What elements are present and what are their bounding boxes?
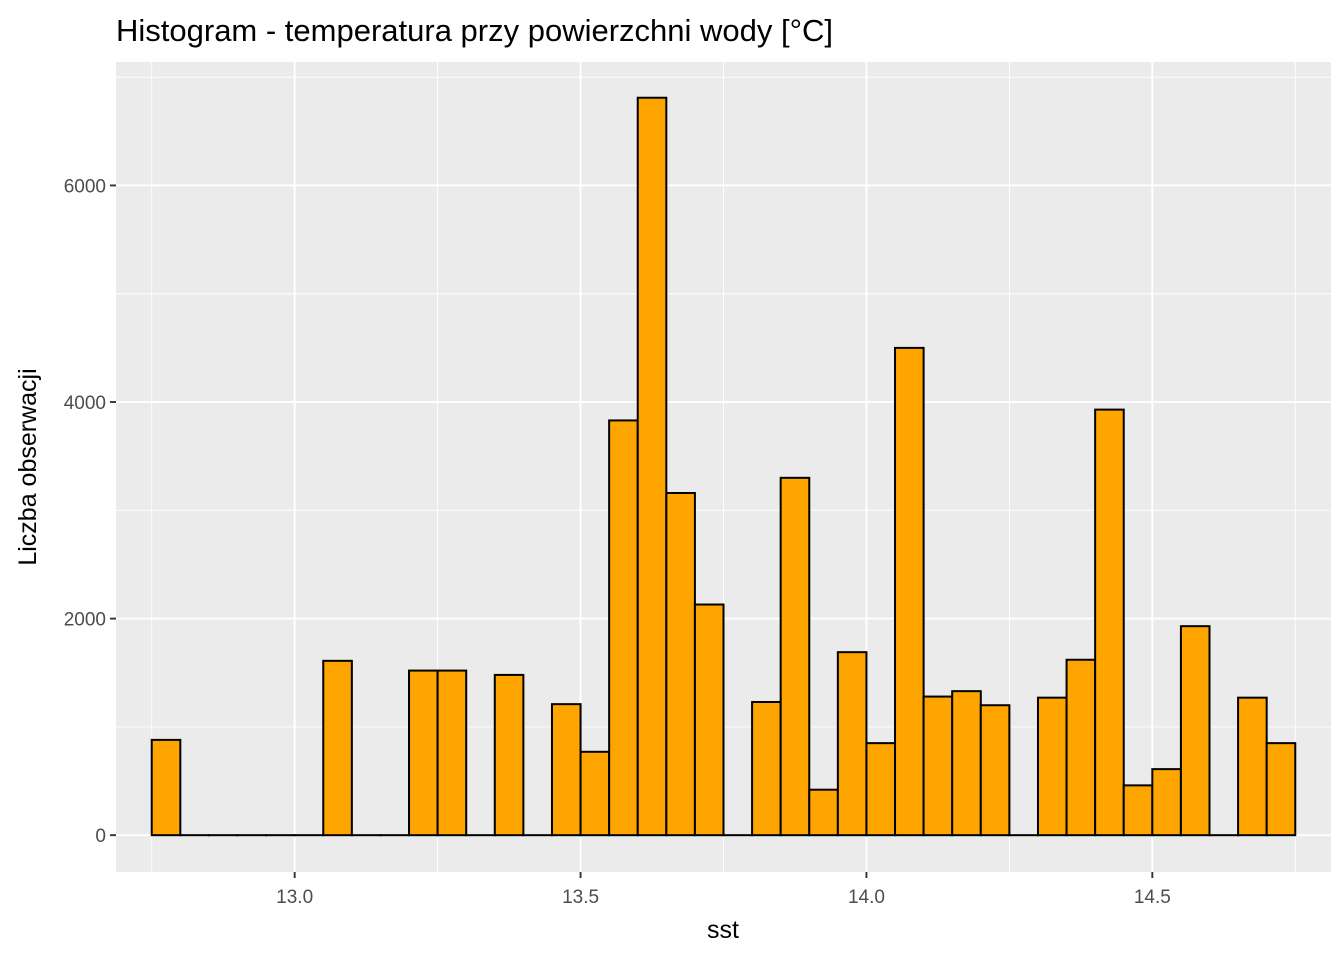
y-tick-label: 4000 (64, 393, 106, 414)
histogram-bar (408, 669, 439, 837)
histogram-bar (922, 695, 954, 837)
histogram-bar (1179, 625, 1211, 837)
histogram-bar (550, 703, 582, 837)
histogram-bar (493, 673, 525, 837)
histogram-bar (608, 419, 639, 837)
y-tick-label: 6000 (64, 176, 106, 197)
histogram-bar (979, 704, 1011, 837)
histogram-bar (1122, 784, 1154, 837)
histogram-bar (1265, 742, 1297, 837)
chart-title: Histogram - temperatura przy powierzchni… (116, 13, 833, 48)
histogram-bar (150, 738, 182, 837)
x-axis-ticks: 13.0 13.5 14.0 14.5 (276, 872, 1171, 908)
x-tick-label: 13.5 (562, 887, 599, 908)
x-tick-label: 13.0 (276, 887, 313, 908)
histogram-bar (1151, 768, 1182, 837)
y-axis-title: Liczba obserwacji (14, 368, 42, 565)
histogram-bar (1237, 696, 1268, 837)
y-tick-label: 2000 (64, 610, 106, 631)
y-axis-ticks: 0 2000 4000 6000 (64, 176, 116, 847)
histogram-bar (836, 651, 868, 837)
histogram-bar (693, 603, 725, 837)
x-axis-title: sst (707, 916, 739, 944)
histogram-bar (579, 750, 611, 837)
histogram-bar (1094, 408, 1125, 837)
histogram-bar (894, 346, 925, 837)
x-tick-label: 14.0 (848, 887, 885, 908)
x-tick-label: 14.5 (1134, 887, 1171, 908)
histogram-bar (1036, 696, 1068, 837)
histogram-bar (779, 476, 811, 837)
histogram-bar (751, 700, 782, 837)
histogram-bar (865, 742, 897, 837)
histogram-bar (808, 788, 839, 837)
histogram-bar (636, 96, 668, 837)
histogram-bars (150, 96, 1297, 837)
y-tick-label: 0 (95, 826, 106, 847)
histogram-bar (951, 690, 982, 837)
histogram-bar (436, 669, 468, 837)
histogram-bar (322, 659, 353, 837)
histogram-bar (665, 491, 696, 837)
histogram-bar (1065, 658, 1097, 837)
